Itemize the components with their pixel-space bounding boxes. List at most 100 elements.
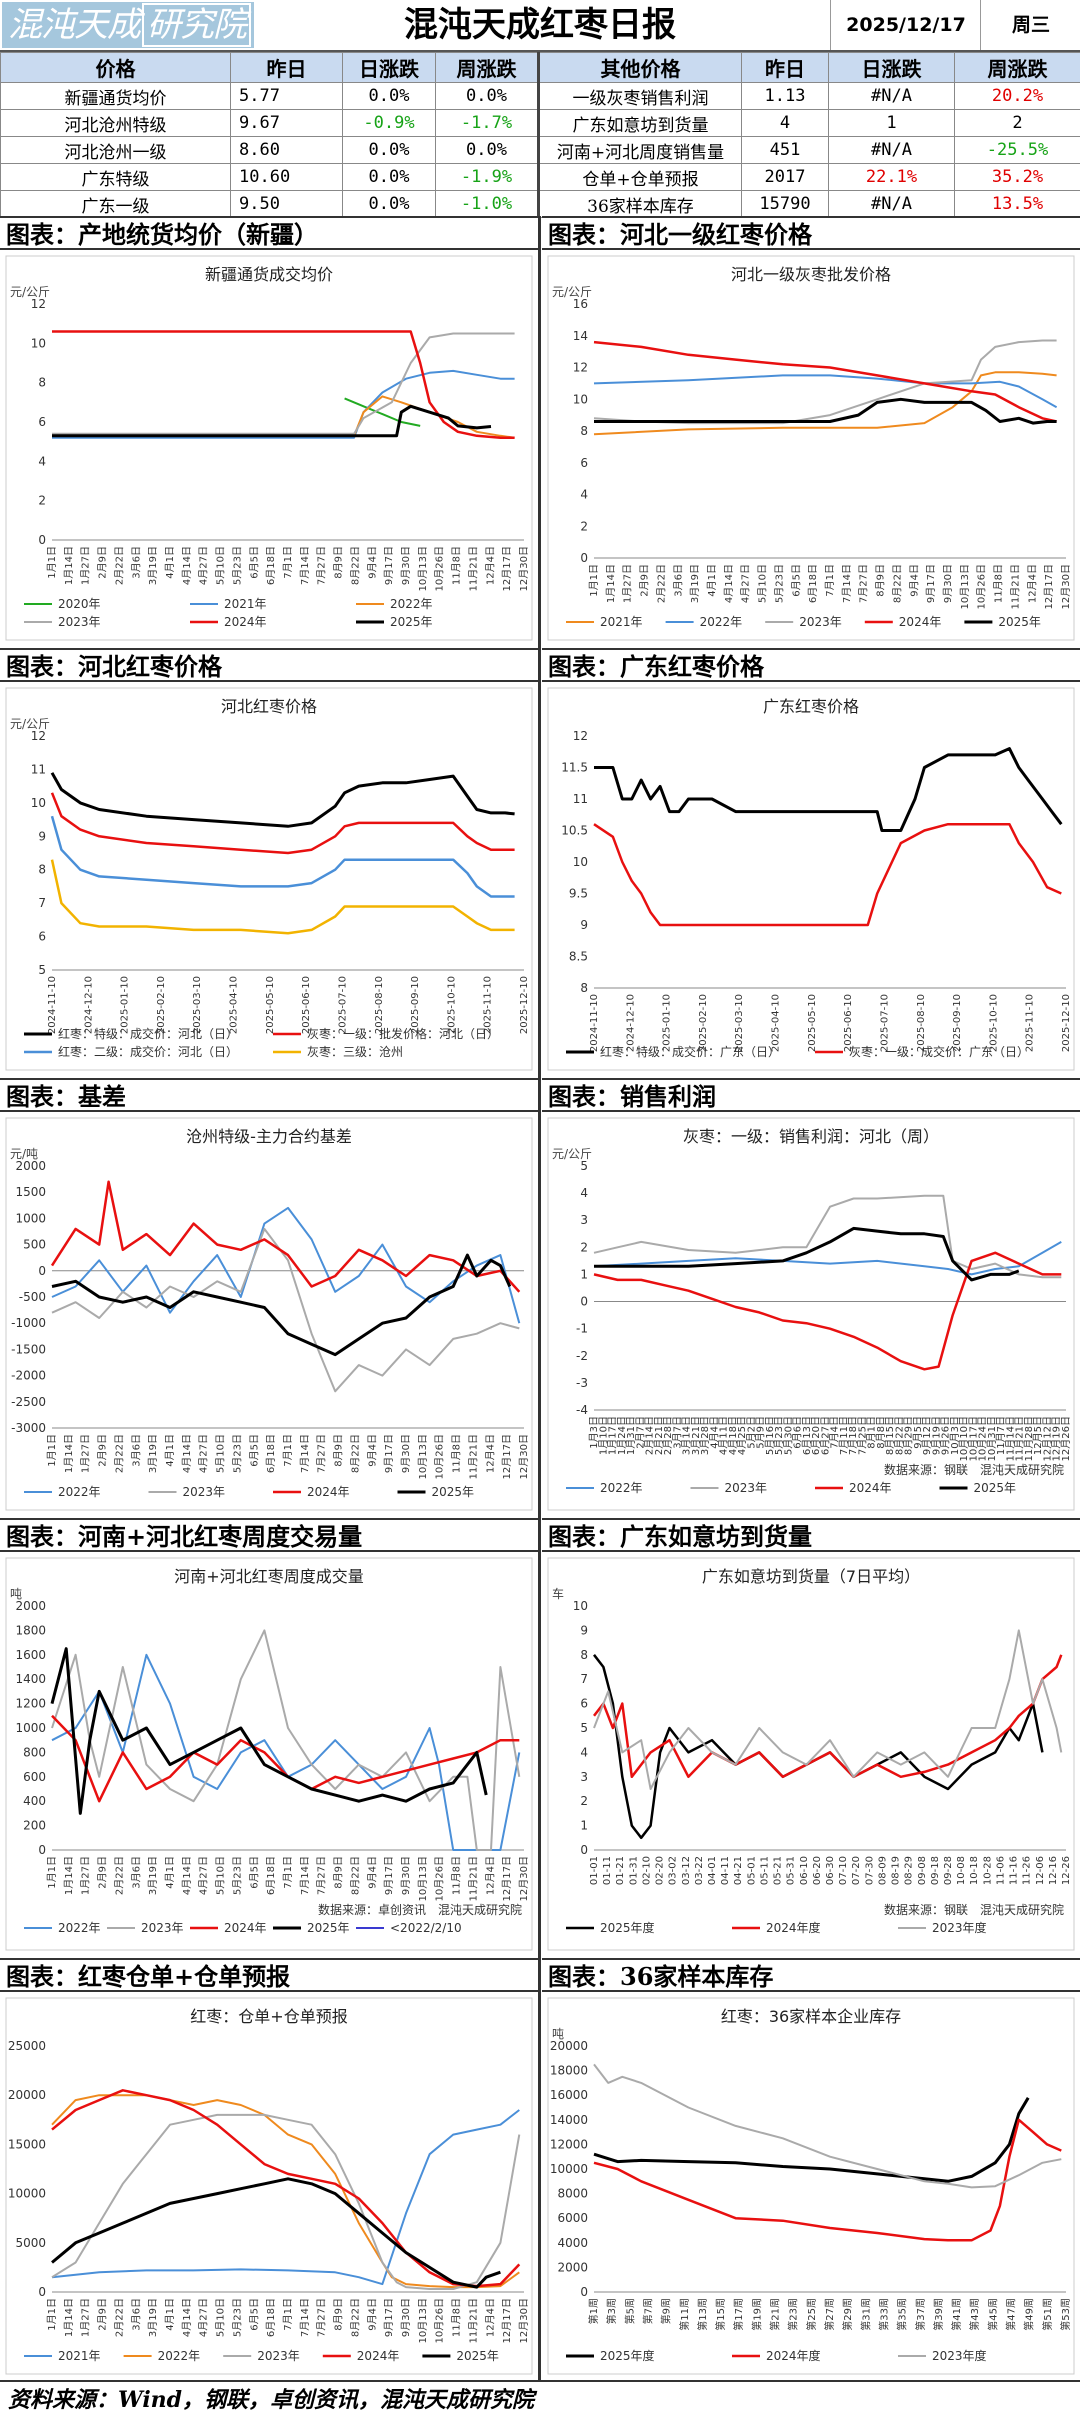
x-tick-label: 4月11日 [718,1416,730,1455]
col-header: 周涨跌 [435,52,539,83]
x-tick-label: 1月14日 [605,564,617,603]
x-tick-label: 第17周 [732,2298,745,2331]
legend-label: <2022/2/10 [390,1921,462,1935]
x-tick-label: 4月14日 [723,564,735,603]
x-tick-label: 第49周 [1023,2298,1036,2331]
x-tick-label: 7月1日 [824,564,836,597]
legend-label: 2023年 [257,2349,300,2363]
table-cell: 451 [741,136,829,164]
x-tick-label: 2月21日 [653,1416,665,1455]
x-tick-label: 6月18日 [265,1434,277,1473]
y-tick-label: 0 [38,1264,46,1278]
series-line [51,1253,512,1357]
chart-title: 灰枣：一级：销售利润：河北（周） [683,1127,939,1146]
series-line [593,1654,1063,1779]
x-tick-label: 2025-08-10 [374,976,385,1034]
y-tick-label: 1 [580,1819,588,1833]
y-tick-label: 400 [23,1794,46,1808]
x-tick-label: 01-11 [602,1856,613,1885]
y-axis-unit: 元/公斤 [10,285,50,299]
x-tick-label: 11月8日 [451,2298,463,2337]
x-tick-label: 2月14日 [644,1416,656,1455]
x-tick-label: 8月15日 [884,1416,896,1455]
x-tick-label: 2025-07-10 [337,976,348,1034]
x-tick-label: 12月4日 [484,546,496,585]
series-line [50,772,515,828]
x-tick-label: 7月4日 [829,1416,841,1449]
y-tick-label: 2000 [15,1599,46,1613]
y-tick-label: 8 [580,1648,588,1662]
y-tick-label: -2 [576,1349,588,1363]
y-tick-label: 10 [573,855,588,869]
x-tick-label: 5月23日 [231,546,243,585]
col-header: 昨日 [741,52,829,83]
x-tick-label: 1月27日 [80,1434,92,1473]
panel-title: 图表：河北红枣价格 [0,648,538,682]
panel-title: 图表：河南+河北红枣周度交易量 [0,1518,538,1552]
chart-panel: 图表：产地统货均价（新疆） 新疆通货成交均价 元/公斤 0 2 4 6 8 10 12 1月1日 1月… [0,216,538,646]
chart-title: 广东红枣价格 [763,697,859,716]
chart-panel: 图表：红枣仓单+仓单预报 红枣：仓单+仓单预报 0 5000 10000 15000 200… [0,1958,538,2380]
panel-title: 图表：基差 [0,1078,538,1112]
x-tick-label: 02-20 [655,1856,666,1885]
series-line [50,815,515,898]
x-tick-label: 10月3日 [949,1416,961,1455]
legend-label: 2025年 [974,1481,1017,1495]
x-tick-label: 第53周 [1059,2298,1072,2331]
x-tick-label: 1月27日 [80,2298,92,2337]
x-tick-label: 3月7日 [671,1416,683,1449]
x-tick-label: 2月9日 [97,546,109,579]
x-tick-label: 第15周 [714,2298,727,2331]
x-tick-label: 07-20 [851,1856,862,1885]
table-cell: -1.0% [435,190,539,218]
legend-label: 2025年 [432,1485,475,1499]
x-tick-label: 8月9日 [333,546,345,579]
legend-label: 2023年 [183,1485,226,1499]
y-tick-label: 12 [31,729,46,743]
chart-panel: 图表：广东红枣价格 广东红枣价格 8 8.5 9 9.5 10 10.5 11 11.5 12 202… [542,648,1080,1076]
x-tick-label: 2025-11-10 [1025,994,1036,1052]
x-tick-label: 2024-12-10 [83,976,94,1034]
x-tick-label: 4月18日 [727,1416,739,1455]
x-tick-label: 5月10日 [215,1434,227,1473]
table-row: 河北沧州特级 9.67 -0.9% -1.7% 广东如意坊到货量 4 1 2 [0,109,1080,137]
x-tick-label: 10月17日 [967,1416,979,1461]
y-tick-label: 5 [580,1159,588,1173]
x-tick-label: 2025-02-10 [698,994,709,1052]
x-tick-label: 6月5日 [248,2298,260,2331]
x-tick-label: 5月2日 [745,1416,757,1449]
x-tick-label: 2025-10-10 [446,976,457,1034]
x-tick-label: 第25周 [805,2298,818,2331]
x-tick-label: 4月1日 [164,1434,176,1467]
report-date: 2025/12/17 [830,0,981,50]
y-tick-label: 18000 [550,2064,588,2078]
legend-label: 2025年 [390,615,433,629]
table-cell: 10.60 [230,163,343,191]
x-tick-label: 4月27日 [198,546,210,585]
x-tick-label: 9月12日 [921,1416,933,1455]
x-tick-label: 7月14日 [841,564,853,603]
legend-label: 灰枣：一级：批发价格：河北（日） [307,1026,499,1041]
y-tick-label: 1000 [15,1211,46,1225]
chart-panel: 图表：基差 沧州特级-主力合约基差 元/吨 -3000 -2500 -2000 -1500 -… [0,1078,538,1516]
y-tick-label: 16 [573,297,588,311]
x-tick-label: 2025-01-10 [662,994,673,1052]
table-cell: 36家样本库存 [537,190,742,218]
y-tick-label: 10 [573,1599,588,1613]
x-tick-label: 第9周 [660,2298,673,2324]
series-line [593,371,1057,436]
x-tick-label: 08-29 [904,1856,915,1885]
table-row: 新疆通货均价 5.77 0.0% 0.0% 一级灰枣销售利润 1.13 #N/A 20.2% [0,82,1080,110]
x-tick-label: 第35周 [896,2298,909,2331]
y-tick-label: 2 [580,1240,588,1254]
table-cell: 9.67 [230,109,343,137]
x-tick-label: 6月13日 [801,1416,813,1455]
y-tick-label: 4 [580,1186,588,1200]
legend-label: 灰枣：一级：成交价：广东（日） [849,1044,1029,1059]
x-tick-label: 11月8日 [451,1434,463,1473]
table-cell: 2 [954,109,1080,137]
x-tick-label: 7月11日 [838,1416,850,1455]
